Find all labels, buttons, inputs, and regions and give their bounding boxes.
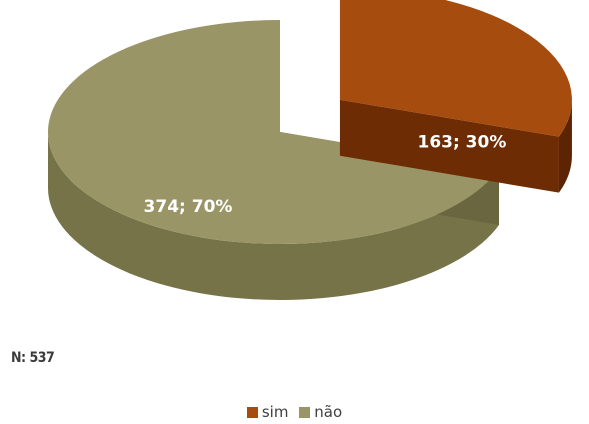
- legend-label-nao: não: [314, 402, 343, 421]
- slice-wall-sim: [339, 99, 559, 193]
- slice-nao: [47, 20, 499, 245]
- legend-item-nao: não: [299, 403, 342, 421]
- slice-label-sim: 163; 30%: [417, 133, 506, 153]
- legend-swatch-nao: [299, 406, 311, 418]
- slice-label-nao: 374; 70%: [144, 197, 233, 217]
- sample-size-note: N: 537: [11, 350, 55, 366]
- slice-side-sim: [558, 99, 572, 193]
- legend-item-sim: sim: [246, 402, 289, 421]
- legend-swatch-sim: [246, 406, 258, 418]
- legend: sim não: [0, 402, 589, 421]
- legend-label-sim: sim: [261, 402, 289, 421]
- slice-sim: [339, 0, 572, 137]
- slice-side-nao: [48, 132, 499, 301]
